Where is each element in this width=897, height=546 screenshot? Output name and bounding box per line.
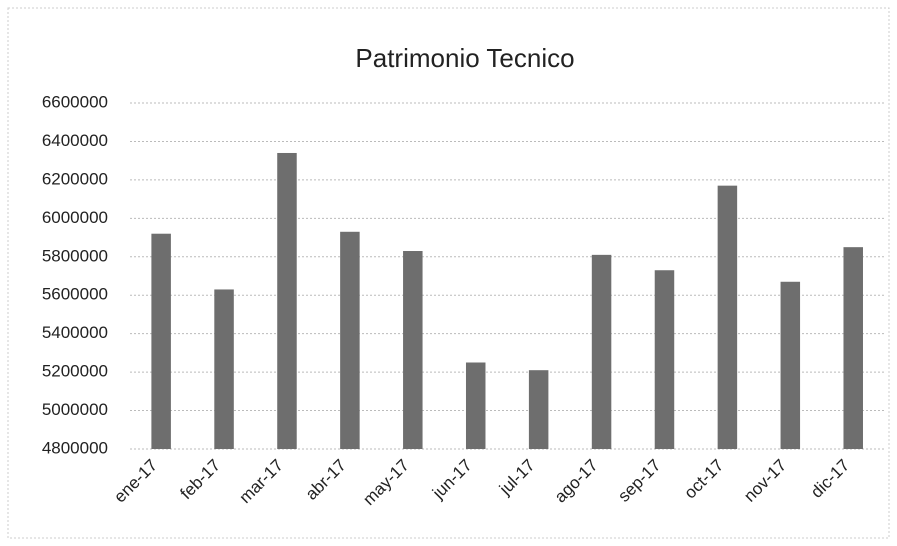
chart-title: Patrimonio Tecnico <box>355 43 574 73</box>
y-tick-label: 6400000 <box>42 131 108 150</box>
bar <box>717 185 738 449</box>
y-tick-label: 6000000 <box>42 208 108 227</box>
y-tick-label: 4800000 <box>42 438 108 457</box>
bar <box>151 233 171 449</box>
y-tick-label: 5600000 <box>42 285 108 304</box>
y-tick-label: 5000000 <box>42 400 108 419</box>
bar <box>277 152 297 449</box>
y-tick-label: 6200000 <box>42 169 108 188</box>
y-tick-label: 6600000 <box>42 92 108 111</box>
y-tick-label: 5400000 <box>42 323 108 342</box>
bar <box>340 231 360 449</box>
bar <box>591 254 612 449</box>
bar <box>780 281 801 449</box>
bar <box>654 270 675 449</box>
y-tick-label: 5800000 <box>42 246 108 265</box>
bar <box>403 251 423 449</box>
bar <box>465 362 486 449</box>
bar <box>843 247 863 449</box>
y-tick-label: 5200000 <box>42 362 108 381</box>
bar <box>214 289 234 449</box>
bar <box>528 370 549 449</box>
chart-border <box>7 7 890 539</box>
